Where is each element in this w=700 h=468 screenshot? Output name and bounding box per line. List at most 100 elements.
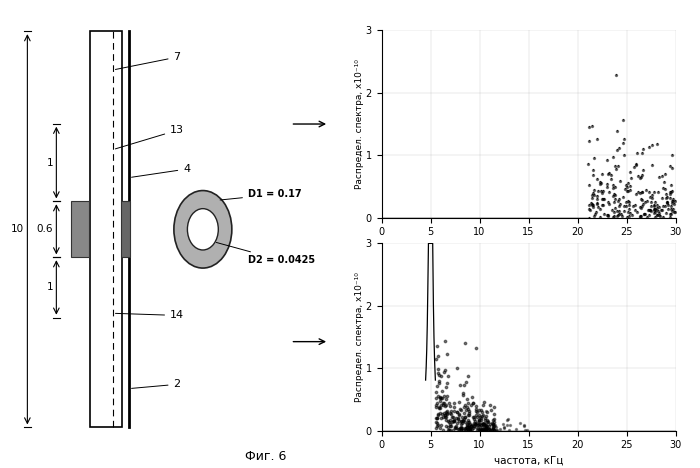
Point bbox=[458, 415, 470, 423]
Point bbox=[596, 180, 607, 187]
Point bbox=[475, 426, 486, 434]
Point bbox=[439, 410, 450, 417]
Point bbox=[595, 178, 606, 186]
Point bbox=[650, 208, 661, 216]
Point bbox=[488, 410, 499, 417]
Point bbox=[458, 416, 469, 424]
Point bbox=[455, 426, 466, 433]
Point bbox=[433, 352, 444, 360]
Point bbox=[460, 425, 471, 432]
Point bbox=[435, 401, 447, 409]
Point bbox=[588, 212, 599, 219]
Point bbox=[433, 403, 444, 411]
Point bbox=[602, 170, 613, 178]
Point bbox=[457, 391, 468, 399]
Point bbox=[477, 424, 488, 431]
Point bbox=[470, 420, 481, 427]
Point bbox=[475, 421, 486, 429]
Point bbox=[467, 414, 478, 421]
Point bbox=[431, 415, 442, 422]
Point bbox=[615, 200, 626, 207]
Point bbox=[482, 418, 493, 426]
Point bbox=[435, 424, 446, 431]
Point bbox=[462, 399, 473, 407]
Point bbox=[643, 211, 655, 218]
Point bbox=[460, 418, 471, 426]
Point bbox=[628, 203, 639, 210]
Point bbox=[644, 207, 655, 214]
Point bbox=[666, 197, 678, 205]
Point bbox=[461, 379, 472, 386]
Point bbox=[479, 398, 490, 405]
Point bbox=[478, 411, 489, 418]
Point bbox=[652, 211, 663, 219]
Point bbox=[454, 406, 466, 413]
Point bbox=[635, 212, 646, 219]
Point bbox=[603, 188, 615, 195]
Point bbox=[623, 197, 634, 205]
Point bbox=[487, 424, 498, 431]
Point bbox=[659, 170, 671, 178]
Point bbox=[662, 194, 673, 201]
Point bbox=[454, 411, 465, 419]
Point bbox=[495, 425, 506, 432]
Point bbox=[596, 195, 608, 203]
Point bbox=[467, 426, 478, 433]
Text: 7: 7 bbox=[116, 52, 181, 69]
Point bbox=[479, 419, 490, 427]
Point bbox=[474, 421, 485, 428]
Point bbox=[615, 211, 626, 218]
Point bbox=[459, 339, 470, 346]
Text: 13: 13 bbox=[116, 125, 184, 149]
Point bbox=[460, 424, 471, 432]
Point bbox=[476, 419, 487, 426]
Point bbox=[594, 181, 606, 188]
Point bbox=[463, 418, 474, 426]
Point bbox=[430, 388, 442, 396]
Point bbox=[519, 426, 531, 434]
Point bbox=[592, 187, 603, 195]
Point bbox=[666, 188, 678, 195]
Point bbox=[587, 195, 598, 202]
Point bbox=[445, 408, 456, 415]
Point bbox=[477, 412, 488, 420]
Point bbox=[601, 211, 612, 219]
Point bbox=[522, 426, 533, 434]
Point bbox=[597, 201, 608, 209]
Point bbox=[612, 197, 624, 205]
Point bbox=[452, 419, 463, 426]
Point bbox=[489, 426, 500, 434]
Point bbox=[606, 175, 617, 183]
Point bbox=[468, 422, 479, 430]
Point bbox=[592, 176, 603, 183]
Point bbox=[484, 426, 496, 434]
Point bbox=[669, 197, 680, 205]
Circle shape bbox=[174, 190, 232, 268]
Point bbox=[468, 414, 480, 421]
Point bbox=[475, 416, 486, 424]
Point bbox=[617, 139, 629, 147]
Point bbox=[486, 419, 497, 426]
Point bbox=[464, 409, 475, 417]
Point bbox=[450, 424, 461, 432]
Point bbox=[632, 208, 643, 216]
Point bbox=[502, 416, 513, 423]
Point bbox=[667, 208, 678, 215]
Point bbox=[453, 425, 464, 433]
Text: D1 = 0.17: D1 = 0.17 bbox=[220, 190, 302, 200]
Point bbox=[659, 203, 671, 210]
Point bbox=[476, 425, 487, 433]
Point bbox=[610, 204, 621, 211]
Point bbox=[657, 194, 668, 202]
Point bbox=[650, 205, 661, 213]
Point bbox=[462, 426, 473, 434]
Point bbox=[475, 427, 486, 434]
Point bbox=[435, 394, 446, 401]
Point bbox=[470, 407, 482, 415]
Point bbox=[649, 188, 660, 195]
Point bbox=[594, 205, 606, 213]
Point bbox=[598, 195, 610, 203]
Point bbox=[498, 424, 509, 432]
Point bbox=[655, 206, 666, 214]
Point bbox=[430, 394, 442, 402]
